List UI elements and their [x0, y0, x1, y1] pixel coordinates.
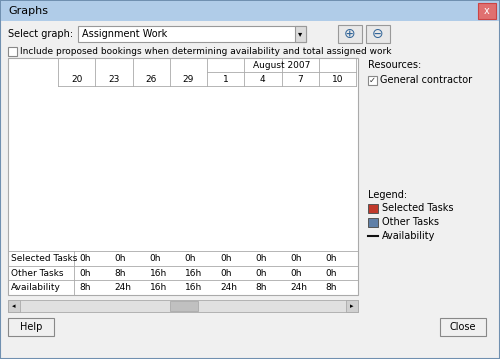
Text: ⊕: ⊕ [344, 27, 356, 41]
Text: 7: 7 [297, 75, 303, 84]
Text: ◂: ◂ [12, 303, 16, 309]
Bar [1, 1, 499, 21]
Text: 1: 1 [223, 75, 228, 84]
Bar [366, 25, 390, 43]
Text: 0h: 0h [79, 269, 90, 278]
Bar [338, 25, 362, 43]
Bar [295, 26, 306, 42]
Text: 0h: 0h [256, 254, 267, 263]
Bar [170, 301, 198, 311]
Text: 16h: 16h [185, 283, 202, 292]
Bar [368, 76, 377, 85]
Text: 29: 29 [182, 75, 194, 84]
Text: ✓: ✓ [369, 75, 376, 84]
Text: ⊖: ⊖ [372, 27, 384, 41]
Text: 23: 23 [108, 75, 120, 84]
Text: Availability: Availability [11, 283, 61, 292]
Text: 16h: 16h [150, 269, 167, 278]
Text: 24h: 24h [114, 283, 131, 292]
Bar [8, 318, 54, 336]
Text: 24h: 24h [220, 283, 237, 292]
Text: 0h: 0h [114, 254, 126, 263]
Text: ▾: ▾ [298, 29, 302, 38]
Text: 0h: 0h [290, 269, 302, 278]
Text: Other Tasks: Other Tasks [11, 269, 64, 278]
Text: ▸: ▸ [350, 303, 354, 309]
Text: Selected Tasks: Selected Tasks [382, 203, 454, 213]
Text: 8h: 8h [256, 283, 267, 292]
Bar [478, 3, 496, 19]
Text: Close: Close [450, 322, 476, 332]
Text: General contractor: General contractor [380, 75, 472, 85]
Text: 24h: 24h [290, 283, 308, 292]
Bar [141, 163, 162, 251]
Text: 8h: 8h [79, 283, 90, 292]
Text: 0h: 0h [150, 254, 161, 263]
Text: 10: 10 [332, 75, 343, 84]
Text: x: x [484, 6, 490, 16]
Bar [346, 300, 358, 312]
Text: Availability: Availability [382, 231, 436, 241]
Bar [8, 300, 20, 312]
Text: 16h: 16h [185, 269, 202, 278]
Text: Selected Tasks: Selected Tasks [11, 254, 78, 263]
Bar [178, 163, 199, 251]
Text: 8h: 8h [114, 269, 126, 278]
Bar [78, 26, 306, 42]
Text: Other Tasks: Other Tasks [382, 217, 439, 227]
Text: 26: 26 [146, 75, 157, 84]
Bar [8, 58, 358, 295]
Bar [104, 207, 124, 251]
Text: Assignment Work: Assignment Work [82, 29, 167, 39]
Text: 0h: 0h [220, 269, 232, 278]
Text: Include proposed bookings when determining availability and total assigned work: Include proposed bookings when determini… [20, 47, 392, 56]
Y-axis label: Assignment Work (h): Assignment Work (h) [29, 121, 38, 216]
Text: 0h: 0h [220, 254, 232, 263]
Text: 16h: 16h [150, 283, 167, 292]
Bar [440, 318, 486, 336]
Text: Resources:: Resources: [368, 60, 421, 70]
Text: Select graph:: Select graph: [8, 29, 73, 39]
Text: 20: 20 [71, 75, 83, 84]
Bar [1, 1, 499, 21]
Text: Graphs: Graphs [8, 6, 48, 16]
Text: 0h: 0h [326, 269, 337, 278]
Bar [368, 204, 378, 213]
Text: 0h: 0h [79, 254, 90, 263]
Text: Legend:: Legend: [368, 190, 407, 200]
Bar [368, 218, 378, 227]
Text: 0h: 0h [185, 254, 196, 263]
Bar [8, 300, 358, 312]
Text: August 2007: August 2007 [253, 61, 310, 70]
Text: 0h: 0h [290, 254, 302, 263]
Text: 8h: 8h [326, 283, 337, 292]
Text: 4: 4 [260, 75, 266, 84]
Text: Help: Help [20, 322, 42, 332]
Text: 0h: 0h [256, 269, 267, 278]
Bar [8, 47, 17, 56]
Text: 0h: 0h [326, 254, 337, 263]
